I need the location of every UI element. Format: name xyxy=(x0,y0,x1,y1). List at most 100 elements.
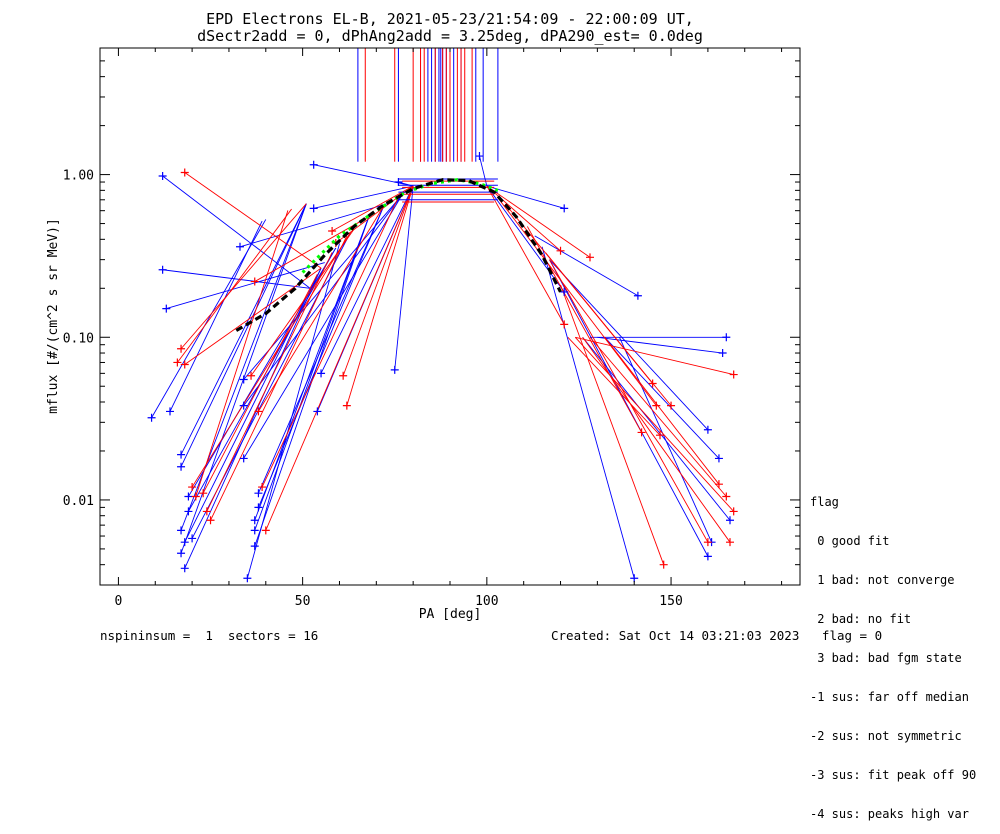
data-point xyxy=(630,574,639,583)
data-point xyxy=(560,287,569,296)
black-fit-curve xyxy=(235,178,562,332)
series-segment xyxy=(180,203,307,531)
data-point xyxy=(243,574,252,583)
y-axis-label: mflux [#/(cm^2 s sr MeV)] xyxy=(46,218,61,414)
data-point xyxy=(475,152,484,161)
legend-entry: -1 sus: far off median xyxy=(810,690,969,704)
series-segment xyxy=(188,247,337,497)
series-segment xyxy=(560,284,665,565)
data-point xyxy=(714,480,723,489)
data-point xyxy=(166,407,174,416)
series-segment xyxy=(526,226,642,433)
series-segment xyxy=(313,185,414,209)
data-point xyxy=(394,178,403,187)
footer-left: nspininsum = 1 sectors = 16 xyxy=(100,628,319,643)
series-segment xyxy=(254,216,370,282)
data-point xyxy=(339,371,348,380)
data-point xyxy=(317,369,326,378)
data-point xyxy=(158,265,167,274)
legend-title: flag xyxy=(810,495,839,509)
series-segment xyxy=(243,194,403,459)
series-segment xyxy=(549,259,709,557)
series-segment xyxy=(604,336,720,485)
data-point xyxy=(250,516,259,525)
legend-entry: -2 sus: not symmetric xyxy=(810,729,962,743)
data-point xyxy=(236,242,244,251)
data-point xyxy=(722,333,731,342)
x-tick-label: 150 xyxy=(659,594,682,609)
chart-subtitle: dSectr2add = 0, dPhAng2add = 3.25deg, dP… xyxy=(197,27,703,45)
series-segment xyxy=(549,259,709,431)
data-point xyxy=(652,401,661,410)
legend-entry: 1 bad: not converge xyxy=(810,573,955,587)
legend-entry: 0 good fit xyxy=(810,534,890,548)
footer-right: Created: Sat Oct 14 03:21:03 2023 flag =… xyxy=(551,628,883,643)
data-point xyxy=(250,277,259,286)
series-segment xyxy=(184,267,322,569)
legend: flag 0 good fit 1 bad: not converge 2 ba… xyxy=(810,470,976,834)
data-point xyxy=(656,431,664,440)
data-point xyxy=(313,407,322,416)
data-point xyxy=(188,534,197,543)
series-segment xyxy=(206,252,333,512)
data-point xyxy=(180,564,189,573)
series-segment xyxy=(342,185,414,376)
series-segment xyxy=(169,220,263,412)
data-point xyxy=(254,407,263,416)
data-point xyxy=(188,483,197,492)
data-point xyxy=(633,291,642,300)
data-point xyxy=(191,492,200,501)
series-segment xyxy=(574,336,735,512)
chart-title: EPD Electrons EL-B, 2021-05-23/21:54:09 … xyxy=(206,10,694,28)
data-point xyxy=(648,379,657,388)
data-point xyxy=(729,507,738,516)
x-tick-label: 100 xyxy=(475,594,498,609)
data-point xyxy=(560,320,569,329)
data-point xyxy=(177,462,186,471)
legend-entry: 3 bad: bad fgm state xyxy=(810,651,962,665)
y-tick-label: 1.00 xyxy=(63,169,94,184)
y-tick-label: 0.10 xyxy=(63,331,94,346)
data-point xyxy=(177,549,186,558)
series-segment xyxy=(486,185,565,293)
data-point xyxy=(718,349,727,358)
series-segment xyxy=(346,185,414,406)
series-segment xyxy=(619,337,712,543)
series-segment xyxy=(180,203,307,350)
series-segment xyxy=(589,336,727,497)
series-segment xyxy=(486,185,591,258)
series-segment xyxy=(261,196,399,488)
data-point xyxy=(342,401,351,410)
x-tick-label: 0 xyxy=(115,594,123,609)
data-point xyxy=(261,526,270,535)
series-segment xyxy=(320,185,414,374)
data-point xyxy=(247,371,256,380)
data-point xyxy=(703,425,712,434)
series-segment xyxy=(265,185,414,531)
series-segment xyxy=(567,336,661,436)
series-segment xyxy=(195,210,289,497)
data-point xyxy=(254,503,263,512)
series-segment xyxy=(184,267,322,543)
data-point xyxy=(199,489,208,498)
data-point xyxy=(722,492,731,501)
data-point xyxy=(180,168,189,177)
data-point xyxy=(637,428,646,437)
series-segment xyxy=(604,336,720,459)
data-point xyxy=(250,526,259,535)
series-segment xyxy=(486,185,565,325)
series-segment xyxy=(597,336,723,354)
series-segment xyxy=(534,235,639,297)
data-point xyxy=(239,454,248,463)
data-point xyxy=(206,516,215,525)
data-point xyxy=(726,538,734,547)
data-point xyxy=(239,375,248,384)
data-point xyxy=(147,413,156,422)
data-point xyxy=(703,538,712,547)
data-point xyxy=(162,304,171,313)
data-point xyxy=(703,552,712,561)
legend-entry: -3 sus: fit peak off 90 xyxy=(810,768,977,782)
x-tick-label: 50 xyxy=(295,594,311,609)
series-segment xyxy=(184,172,322,269)
series-segment xyxy=(582,337,731,543)
